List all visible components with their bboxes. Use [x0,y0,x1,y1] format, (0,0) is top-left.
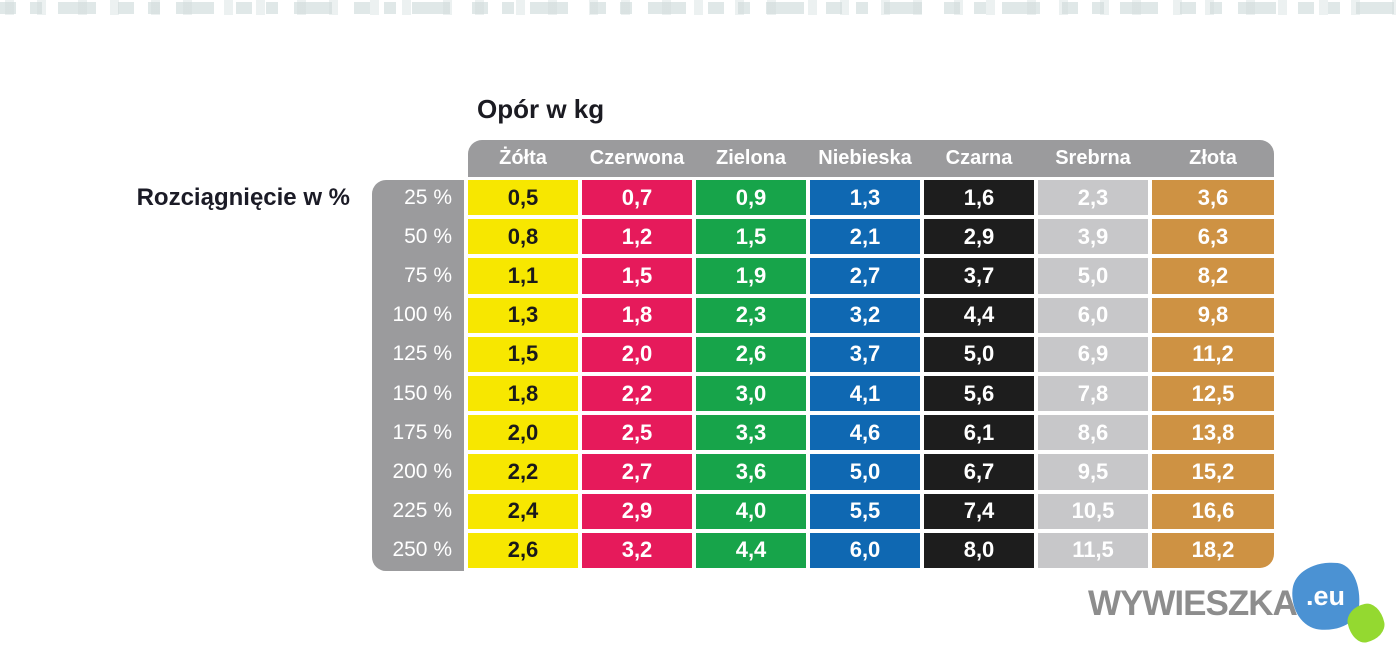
value-cell-czerwona: 1,2 [582,219,692,255]
table-title: Opór w kg [477,94,605,124]
row-label: 225 % [392,499,452,523]
value-cell-czerwona: 0,7 [582,180,692,216]
column-header-niebieska: Niebieska [818,147,912,169]
value-cell-zielona: 3,0 [696,376,806,412]
value-cell-zlota: 16,6 [1152,493,1274,529]
value-cell-zolta: 2,4 [468,493,578,529]
value-cell-zlota: 8,2 [1152,258,1274,294]
value-cell-zielona: 2,3 [696,297,806,333]
value-cell-czerwona: 1,5 [582,258,692,294]
value-cell-czerwona: 2,2 [582,376,692,412]
value-cell-niebieska: 5,5 [810,493,920,529]
value-cell-srebrna: 6,0 [1038,297,1148,333]
value-cell-zolta: 2,6 [468,532,578,568]
column-header-row: Żółta Czerwona Zielona Niebieska Czarna Srebr… [468,140,1274,177]
value-cell-srebrna: 9,5 [1038,454,1148,490]
row-label: 200 % [392,459,452,483]
value-cell-zielona: 1,9 [696,258,806,294]
value-cell-srebrna: 6,9 [1038,336,1148,372]
value-cell-srebrna: 10,5 [1038,493,1148,529]
value-cell-czarna: 6,1 [924,415,1034,451]
value-cell-zolta: 0,5 [468,180,578,216]
value-cell-zlota: 9,8 [1152,297,1274,333]
row-label: 250 % [392,538,452,562]
value-cell-czarna: 2,9 [924,219,1034,255]
value-cell-zielona: 3,3 [696,415,806,451]
value-cell-niebieska: 4,1 [810,376,920,412]
column-header-zielona: Zielona [715,147,786,169]
row-label: 125 % [392,342,452,366]
row-label: 100 % [392,303,452,327]
value-cell-czerwona: 2,9 [582,493,692,529]
value-cell-czarna: 1,6 [924,180,1034,216]
value-cell-zielona: 3,6 [696,454,806,490]
value-cell-czarna: 3,7 [924,258,1034,294]
row-label-column: 25 % 50 % 75 % 100 % 125 % 150 % 175 % 200 % 225… [372,180,464,571]
value-cell-czarna: 5,0 [924,336,1034,372]
value-cell-zolta: 1,5 [468,336,578,372]
value-cell-zlota: 11,2 [1152,336,1274,372]
row-axis-label: Rozciągnięcie w % [136,184,350,211]
value-cell-czarna: 8,0 [924,532,1034,568]
column-header-czarna: Czarna [945,147,1013,169]
value-cell-niebieska: 2,7 [810,258,920,294]
value-cell-niebieska: 4,6 [810,415,920,451]
value-cell-srebrna: 3,9 [1038,219,1148,255]
value-cell-zlota: 6,3 [1152,219,1274,255]
column-header-srebrna: Srebrna [1055,147,1131,169]
value-cell-czerwona: 2,7 [582,454,692,490]
value-cell-zlota: 12,5 [1152,376,1274,412]
value-cell-niebieska: 6,0 [810,532,920,568]
row-label: 25 % [404,185,452,209]
value-cell-zielona: 4,4 [696,532,806,568]
value-cell-zielona: 2,6 [696,336,806,372]
value-cell-zlota: 13,8 [1152,415,1274,451]
value-cell-zlota: 3,6 [1152,180,1274,216]
value-cell-niebieska: 1,3 [810,180,920,216]
column-header-zolta: Żółta [499,147,547,169]
value-cell-zolta: 1,1 [468,258,578,294]
value-cell-czerwona: 2,5 [582,415,692,451]
column-header-zlota: Złota [1189,147,1237,169]
row-label: 75 % [404,263,452,287]
value-cell-zolta: 1,8 [468,376,578,412]
row-label: 175 % [392,420,452,444]
value-cell-srebrna: 11,5 [1038,532,1148,568]
value-cell-zolta: 2,2 [468,454,578,490]
value-cell-czarna: 7,4 [924,493,1034,529]
value-cell-czarna: 4,4 [924,297,1034,333]
value-cell-zielona: 1,5 [696,219,806,255]
column-header-czerwona: Czerwona [589,147,685,169]
value-cell-srebrna: 5,0 [1038,258,1148,294]
value-cell-czerwona: 3,2 [582,532,692,568]
value-cell-zielona: 0,9 [696,180,806,216]
value-cell-zolta: 0,8 [468,219,578,255]
resistance-table-grid: 0,5 0,7 0,9 1,3 1,6 2,3 3,6 0,8 1,2 1,5 2,1 2,9 3,9 6… [468,180,1274,568]
value-cell-niebieska: 5,0 [810,454,920,490]
value-cell-czerwona: 1,8 [582,297,692,333]
value-cell-srebrna: 2,3 [1038,180,1148,216]
value-cell-zolta: 1,3 [468,297,578,333]
row-label: 150 % [392,381,452,405]
value-cell-czerwona: 2,0 [582,336,692,372]
value-cell-czarna: 5,6 [924,376,1034,412]
value-cell-zolta: 2,0 [468,415,578,451]
value-cell-zielona: 4,0 [696,493,806,529]
value-cell-niebieska: 3,2 [810,297,920,333]
logo-text: WYWIESZKA [1088,584,1298,623]
value-cell-srebrna: 7,8 [1038,376,1148,412]
watermark-logo: WYWIESZKA .eu [1088,558,1388,646]
value-cell-zlota: 18,2 [1152,532,1274,568]
logo-tld-label: .eu [1306,580,1346,611]
value-cell-niebieska: 3,7 [810,336,920,372]
value-cell-srebrna: 8,6 [1038,415,1148,451]
row-label: 50 % [404,224,452,248]
value-cell-zlota: 15,2 [1152,454,1274,490]
value-cell-czarna: 6,7 [924,454,1034,490]
value-cell-niebieska: 2,1 [810,219,920,255]
cropped-text-fragments [0,0,1396,16]
